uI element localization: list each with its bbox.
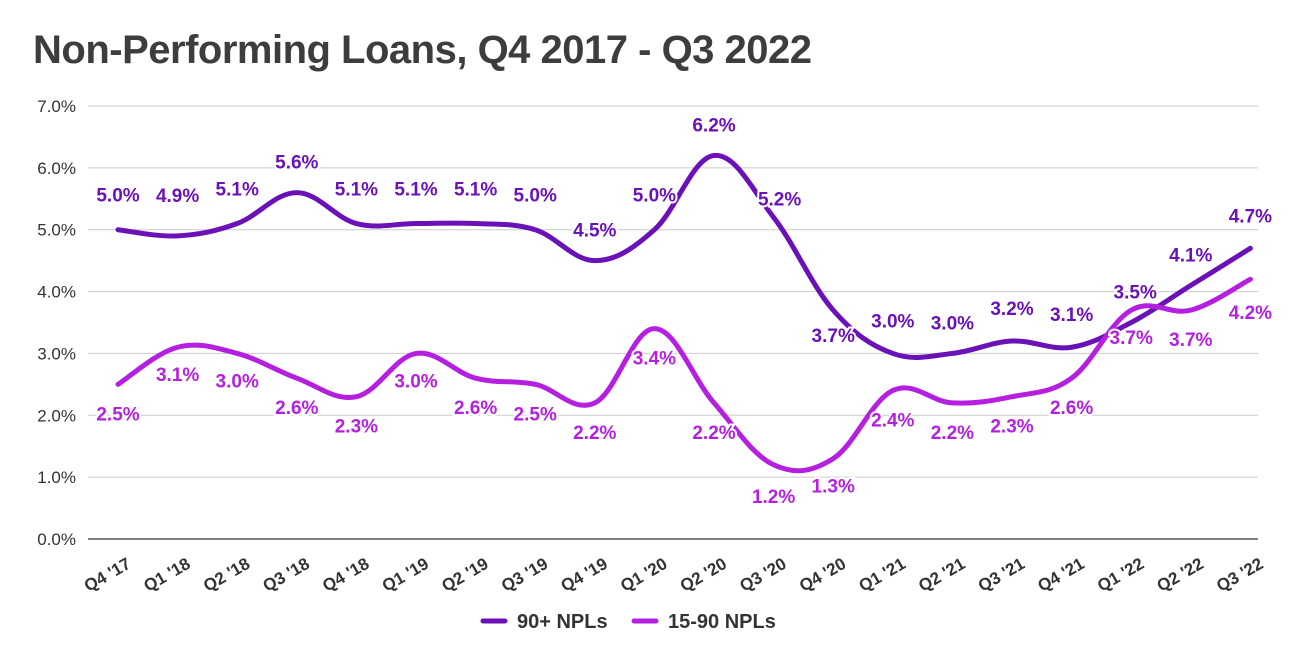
chart-title: Non-Performing Loans, Q4 2017 - Q3 2022	[33, 28, 812, 72]
data-label: 4.1%	[1169, 245, 1212, 266]
x-tick-label: Q3 '20	[736, 554, 789, 596]
series-line-0	[115, 152, 1253, 360]
data-label: 2.6%	[454, 398, 497, 419]
data-label: 6.2%	[692, 115, 735, 136]
data-label: 2.6%	[1050, 398, 1093, 419]
data-label: 3.2%	[990, 299, 1033, 320]
data-label: 5.2%	[758, 189, 801, 210]
x-tick-label: Q1 '20	[617, 554, 670, 596]
x-tick-label: Q1 '21	[856, 554, 909, 596]
x-tick-label: Q2 '19	[438, 554, 491, 596]
data-label: 3.5%	[1114, 283, 1157, 304]
x-tick-label: Q4 '18	[319, 554, 372, 596]
y-tick-label: 0.0%	[37, 530, 76, 549]
y-tick-label: 1.0%	[37, 468, 76, 487]
x-tick-label: Q1 '18	[140, 554, 193, 596]
data-label: 3.0%	[216, 371, 259, 392]
data-label: 5.6%	[275, 153, 318, 174]
data-label: 3.7%	[1169, 330, 1212, 351]
data-label: 3.1%	[1050, 305, 1093, 326]
x-tick-label: Q2 '18	[200, 554, 253, 596]
data-label: 2.2%	[931, 423, 974, 444]
y-tick-label: 6.0%	[37, 159, 76, 178]
x-tick-label: Q4 '20	[796, 554, 849, 596]
data-label: 3.4%	[633, 349, 676, 370]
x-tick-label: Q3 '18	[260, 554, 313, 596]
x-tick-label: Q2 '21	[915, 554, 968, 596]
series-line-1	[115, 276, 1253, 474]
data-label: 4.9%	[156, 186, 199, 207]
data-label: 3.7%	[1110, 328, 1153, 349]
data-label: 5.0%	[96, 186, 139, 207]
data-label: 3.1%	[156, 365, 199, 386]
x-tick-label: Q2 '20	[677, 554, 730, 596]
data-label: 1.3%	[812, 477, 855, 498]
data-label: 5.1%	[394, 180, 437, 201]
data-label: 1.2%	[752, 487, 795, 508]
x-tick-label: Q4 '19	[558, 554, 611, 596]
data-label: 3.0%	[931, 313, 974, 334]
x-tick-label: Q2 '22	[1154, 554, 1207, 596]
legend-label: 90+ NPLs	[517, 611, 608, 633]
data-label: 4.5%	[573, 221, 616, 242]
data-label: 5.0%	[514, 186, 557, 207]
x-tick-label: Q1 '22	[1094, 554, 1147, 596]
x-tick-label: Q4 '21	[1034, 554, 1087, 596]
y-tick-label: 3.0%	[37, 344, 76, 363]
data-label: 5.1%	[335, 180, 378, 201]
data-label: 2.4%	[871, 411, 914, 432]
legend-label: 15-90 NPLs	[668, 611, 776, 633]
data-label: 3.7%	[812, 326, 855, 347]
x-tick-label: Q3 '19	[498, 554, 551, 596]
data-label: 3.0%	[394, 371, 437, 392]
data-label: 2.5%	[514, 404, 557, 425]
y-tick-label: 7.0%	[37, 97, 76, 116]
x-tick-label: Q4 '17	[81, 554, 134, 596]
data-label: 2.6%	[275, 398, 318, 419]
data-label: 4.2%	[1229, 303, 1272, 324]
data-label: 3.0%	[871, 311, 914, 332]
data-label: 2.2%	[692, 423, 735, 444]
data-label: 2.2%	[573, 423, 616, 444]
x-tick-label: Q3 '21	[975, 554, 1028, 596]
y-tick-label: 2.0%	[37, 406, 76, 425]
data-label: 5.1%	[216, 180, 259, 201]
data-label: 2.5%	[96, 404, 139, 425]
data-label: 5.1%	[454, 180, 497, 201]
data-label: 2.3%	[335, 417, 378, 438]
x-tick-label: Q3 '22	[1213, 554, 1266, 596]
y-tick-label: 4.0%	[37, 283, 76, 302]
data-label: 5.0%	[633, 186, 676, 207]
data-label: 4.7%	[1229, 206, 1272, 227]
x-tick-label: Q1 '19	[379, 554, 432, 596]
data-label: 2.3%	[990, 417, 1033, 438]
y-tick-label: 5.0%	[37, 221, 76, 240]
